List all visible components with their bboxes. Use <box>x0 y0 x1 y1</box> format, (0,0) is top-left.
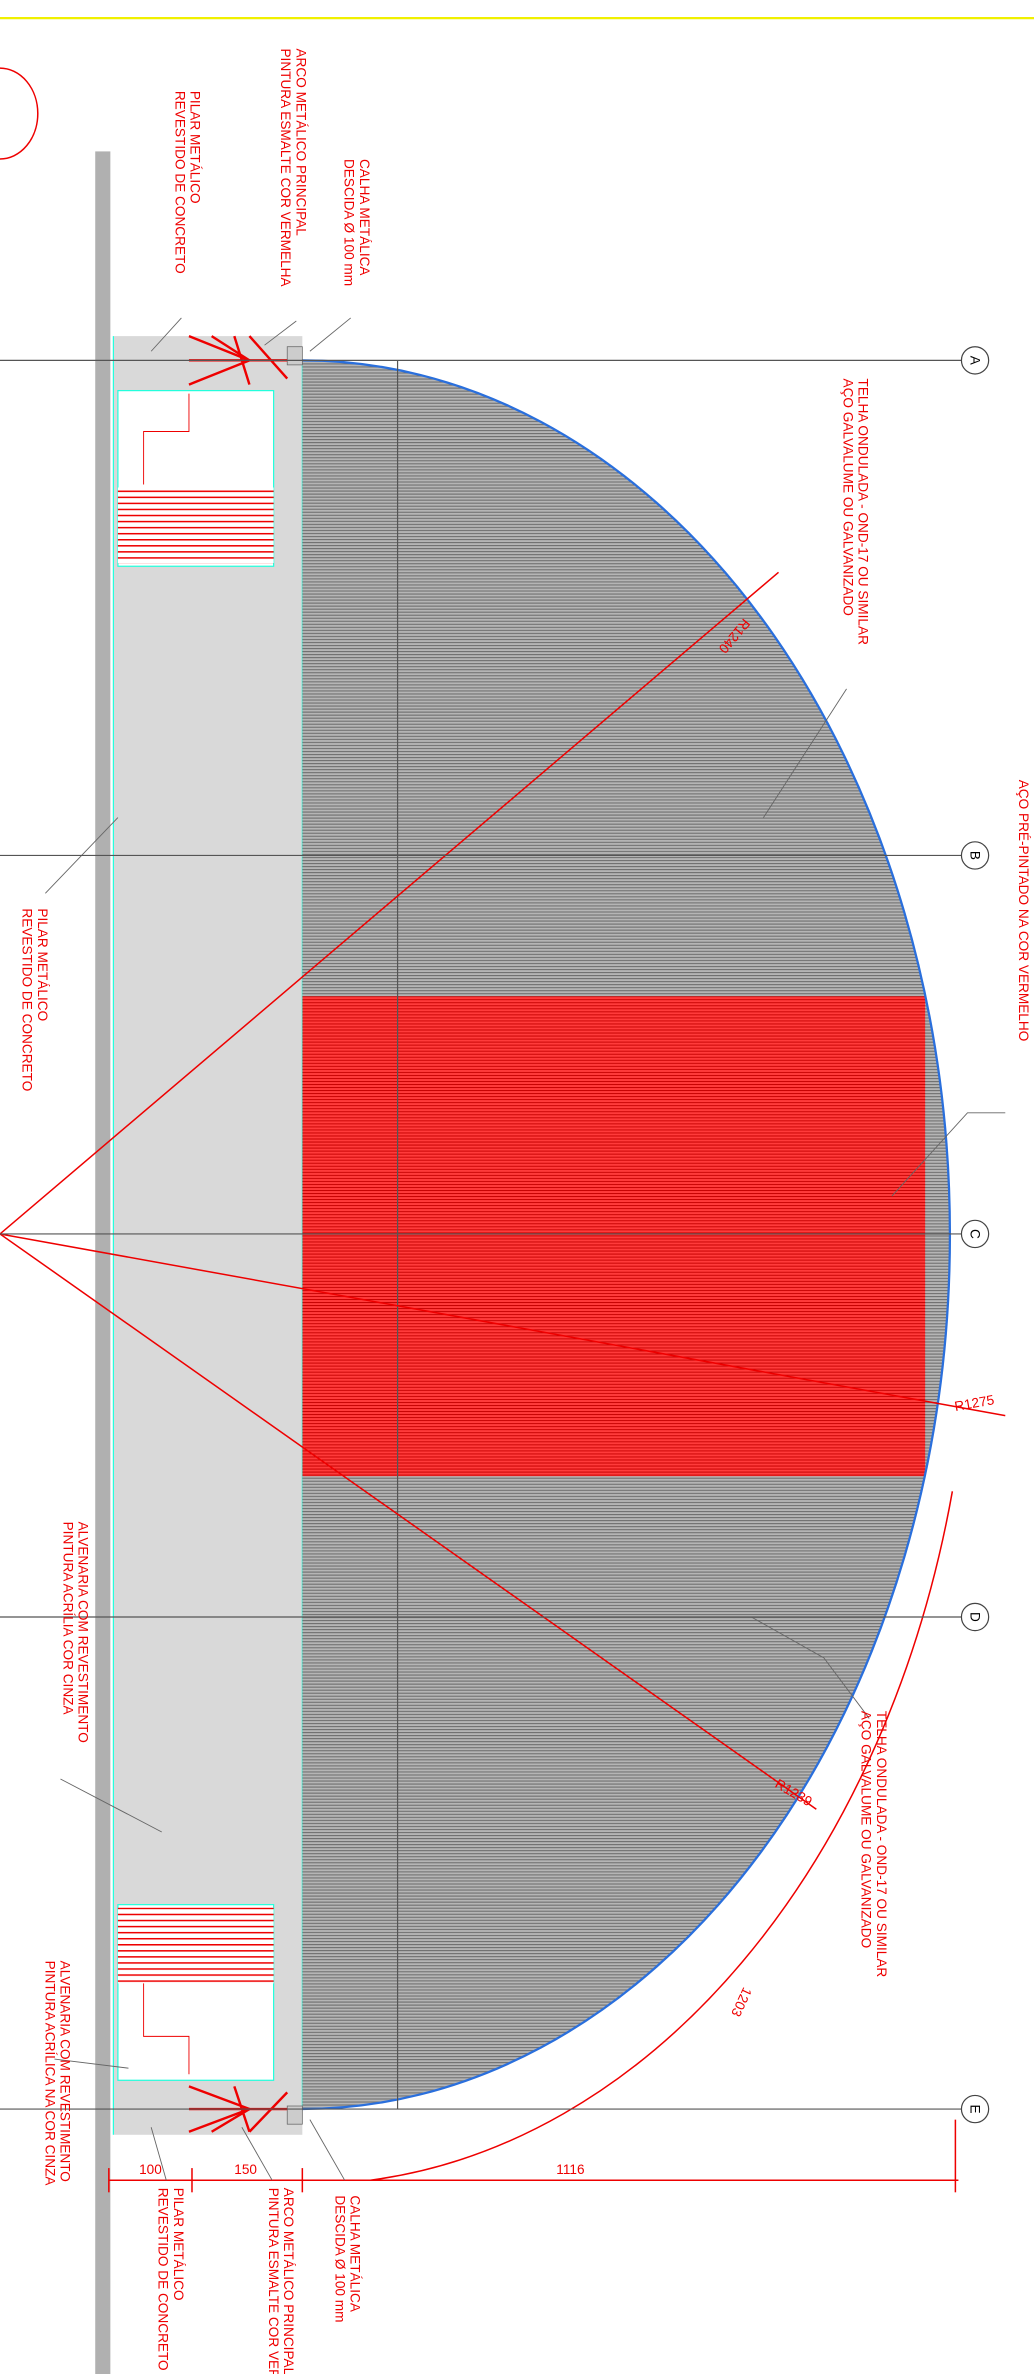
window-grille <box>118 488 274 564</box>
note-text: DESCIDA Ø 100 mm <box>342 159 357 286</box>
note-text: PINTURA ACRÍLIA COR CINZA <box>60 1522 75 1716</box>
note-text: DESCIDA Ø 100 mm <box>333 2195 348 2322</box>
note-text: PILAR METÁLICO <box>187 91 202 204</box>
roof-red <box>302 996 925 1476</box>
note-text: CALHA METÁLICA <box>357 159 372 276</box>
axis-label: B <box>968 851 983 860</box>
axis-label: A <box>968 356 983 366</box>
note-text: PILAR METÁLICO <box>35 908 50 1021</box>
note-text: REVESTIDO DE CONCRETO <box>20 908 35 1091</box>
page: ABCDEARCO METÁLICO PRINCIPALPINTURA ESMA… <box>0 0 1034 2374</box>
window-grille <box>118 1908 274 1984</box>
note-text: PILAR METÁLICO <box>171 2188 186 2301</box>
note-text: CALHA METÁLICA <box>348 2195 363 2312</box>
note-text: PINTURA ACRÍLICA NA COR CINZA <box>42 1961 57 2187</box>
note-text: PINTURA ESMALTE COR VERMELHA <box>266 2188 281 2374</box>
gutter <box>287 347 302 365</box>
note-text: ALVENARIA COM REVESTIMENTO <box>57 1961 72 2182</box>
radius-label: 1203 <box>728 1985 754 2019</box>
dimension-label: 1116 <box>556 2162 584 2177</box>
note-text: REVESTIDO DE CONCRETO <box>156 2188 171 2371</box>
note-text: ARCO METÁLICO PRINCIPAL <box>293 48 308 236</box>
note-text: ARCO METÁLICO PRINCIPAL <box>281 2188 296 2374</box>
note-text: REVESTIDO DE CONCRETO <box>172 91 187 274</box>
radius-label: R1275 <box>953 1392 995 1414</box>
note-text: TELHA ONDULADA - OND-17 OU SIMILAR <box>874 1711 889 1978</box>
dimension-label: 100 <box>139 2162 162 2177</box>
note-text: AÇO GALVALUME OU GALVANIZADO <box>841 379 856 616</box>
axis-label: D <box>968 1612 983 1622</box>
note-text: PINTURA ESMALTE COR VERMELHA <box>278 48 293 287</box>
note-text: TELHA ONDULADA - OND-17 OU SIMILAR <box>856 379 871 646</box>
axis-label: C <box>968 1229 983 1239</box>
drawing: ABCDEARCO METÁLICO PRINCIPALPINTURA ESMA… <box>0 0 1034 2374</box>
detail-circle <box>0 68 38 159</box>
dimension-label: 150 <box>234 2162 257 2177</box>
axis-label: E <box>968 2105 983 2114</box>
masonry-wall <box>113 336 302 2135</box>
note-text: ALVENARIA COM REVESTIMENTO <box>76 1522 91 1743</box>
note-text: AÇO PRÉ-PINTADO NA COR VERMELHO <box>1016 780 1031 1042</box>
ground-wall <box>95 151 110 2374</box>
note-text: AÇO GALVALUME OU GALVANIZADO <box>859 1711 874 1948</box>
